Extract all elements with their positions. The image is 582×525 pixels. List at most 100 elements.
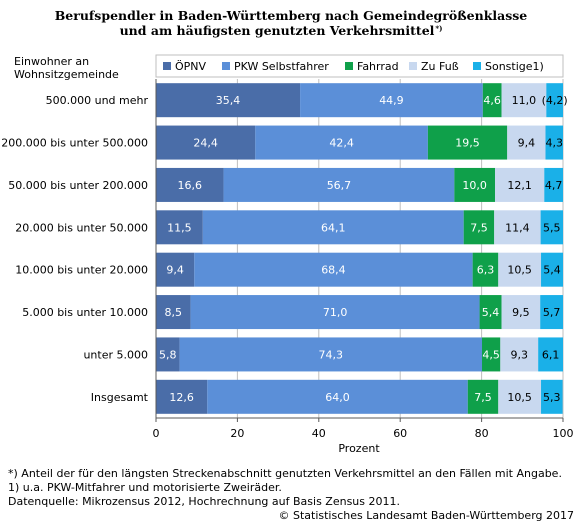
value-label-3-1: 64,1	[321, 221, 346, 234]
legend-box	[155, 54, 564, 78]
bar-4-3	[498, 252, 542, 287]
bar-0-0	[156, 83, 301, 118]
value-label-6-4: 6,1	[542, 348, 560, 361]
value-label-1-3: 9,4	[518, 137, 536, 150]
bar-3-0	[156, 210, 203, 245]
value-label-5-0: 8,5	[165, 306, 183, 319]
chart-title-line2: und am häufigsten genutzten Verkehrsmitt…	[120, 23, 443, 38]
bar-1-2	[427, 125, 508, 160]
category-label-3: 20.000 bis unter 50.000	[15, 221, 148, 234]
value-label-5-3: 9,5	[512, 306, 530, 319]
value-label-7-0: 12,6	[169, 391, 194, 404]
category-label-0: 500.000 und mehr	[46, 94, 149, 107]
bar-0-1	[300, 83, 483, 118]
x-tick-label-3: 60	[393, 427, 407, 440]
bar-0-2	[482, 83, 502, 118]
x-axis-label: Prozent	[338, 442, 380, 455]
footnote-2: 1) u.a. PKW-Mitfahrer und motorisierte Z…	[8, 481, 282, 494]
bar-6-1	[179, 337, 483, 372]
chart-title-line2-text: und am häufigsten genutzten Verkehrsmitt…	[120, 23, 435, 38]
chart-title-line1: Berufspendler in Baden-Württemberg nach …	[55, 8, 528, 23]
bar-5-0	[156, 295, 191, 330]
value-label-5-2: 5,4	[482, 306, 500, 319]
value-label-0-1: 44,9	[379, 94, 404, 107]
copyright: © Statistisches Landesamt Baden-Württemb…	[278, 509, 574, 522]
value-label-5-1: 71,0	[323, 306, 348, 319]
legend-label-4: Sonstige1)	[485, 60, 544, 73]
value-label-1-1: 42,4	[329, 137, 354, 150]
chart-canvas: Berufspendler in Baden-Württemberg nach …	[1, 8, 574, 455]
bars: 35,4 44,9 4,6 11,0 (4,2) 24,4 42,4 19,5 9,4 4,3 16…	[156, 83, 568, 414]
footnote-1: *) Anteil der für den längsten Streckena…	[8, 467, 562, 480]
value-label-0-2: 4,6	[483, 94, 501, 107]
value-label-1-4: 4,3	[545, 137, 563, 150]
x-tick-label-4: 80	[475, 427, 489, 440]
bar-5-1	[190, 295, 480, 330]
legend-swatch-2	[345, 62, 353, 70]
bar-4-0	[156, 252, 195, 287]
bar-7-2	[467, 379, 499, 414]
value-label-2-0: 16,6	[178, 179, 203, 192]
bar-5-4	[540, 295, 563, 330]
legend-swatch-1	[222, 62, 230, 70]
value-label-3-4: 5,5	[543, 221, 561, 234]
category-label-1: 200.000 bis unter 500.000	[1, 137, 148, 150]
value-label-6-3: 9,3	[510, 348, 528, 361]
value-label-6-1: 74,3	[319, 348, 344, 361]
y-axis-label-line2: Wohnsitzgemeinde	[14, 68, 119, 81]
value-label-6-2: 4,5	[482, 348, 500, 361]
legend-swatch-0	[163, 62, 171, 70]
value-label-1-2: 19,5	[455, 137, 480, 150]
bar-7-1	[207, 379, 468, 414]
bar-2-0	[156, 167, 224, 202]
value-label-3-2: 7,5	[470, 221, 488, 234]
value-label-4-1: 68,4	[321, 264, 346, 277]
value-label-1-0: 24,4	[193, 137, 218, 150]
bar-7-0	[156, 379, 208, 414]
legend-label-1: PKW Selbstfahrer	[234, 60, 329, 73]
value-label-0-3: 11,0	[512, 94, 537, 107]
bar-2-1	[223, 167, 455, 202]
value-label-7-2: 7,5	[474, 391, 492, 404]
value-label-2-3: 12,1	[507, 179, 532, 192]
value-label-2-4: 4,7	[545, 179, 563, 192]
bar-7-4	[541, 379, 563, 414]
x-tick-label-0: 0	[153, 427, 160, 440]
bar-6-3	[500, 337, 539, 372]
legend-swatch-3	[409, 62, 417, 70]
value-label-0-4: (4,2)	[542, 94, 568, 107]
chart-title-superscript: *)	[435, 24, 442, 33]
bar-1-4	[545, 125, 563, 160]
bar-3-1	[202, 210, 464, 245]
value-label-4-3: 10,5	[507, 264, 532, 277]
value-label-3-0: 11,5	[167, 221, 192, 234]
y-axis-label-line1: Einwohner an	[14, 55, 89, 68]
category-label-7: Insgesamt	[91, 391, 149, 404]
bar-0-3	[501, 83, 547, 118]
value-label-4-2: 6,3	[477, 264, 495, 277]
value-label-3-3: 11,4	[505, 221, 530, 234]
value-label-4-4: 5,4	[543, 264, 561, 277]
legend-label-3: Zu Fuß	[421, 60, 459, 73]
x-tick-label-2: 40	[312, 427, 326, 440]
bar-3-4	[540, 210, 563, 245]
legend-label-2: Fahrrad	[357, 60, 399, 73]
footnote-3: Datenquelle: Mikrozensus 2012, Hochrechn…	[8, 495, 400, 508]
legend-swatch-4	[473, 62, 481, 70]
value-label-7-3: 10,5	[507, 391, 532, 404]
axes: 500.000 und mehr 200.000 bis unter 500.00…	[1, 79, 574, 440]
bar-4-2	[472, 252, 499, 287]
value-label-4-0: 9,4	[166, 264, 184, 277]
bar-1-0	[156, 125, 256, 160]
x-tick-label-1: 20	[230, 427, 244, 440]
bar-2-2	[454, 167, 496, 202]
bar-4-4	[541, 252, 563, 287]
value-label-0-0: 35,4	[216, 94, 241, 107]
x-tick-label-5: 100	[553, 427, 574, 440]
bar-3-2	[463, 210, 495, 245]
value-label-2-1: 56,7	[327, 179, 352, 192]
category-label-4: 10.000 bis unter 20.000	[15, 264, 148, 277]
bar-6-0	[156, 337, 180, 372]
value-label-6-0: 5,8	[159, 348, 177, 361]
bar-7-3	[498, 379, 542, 414]
